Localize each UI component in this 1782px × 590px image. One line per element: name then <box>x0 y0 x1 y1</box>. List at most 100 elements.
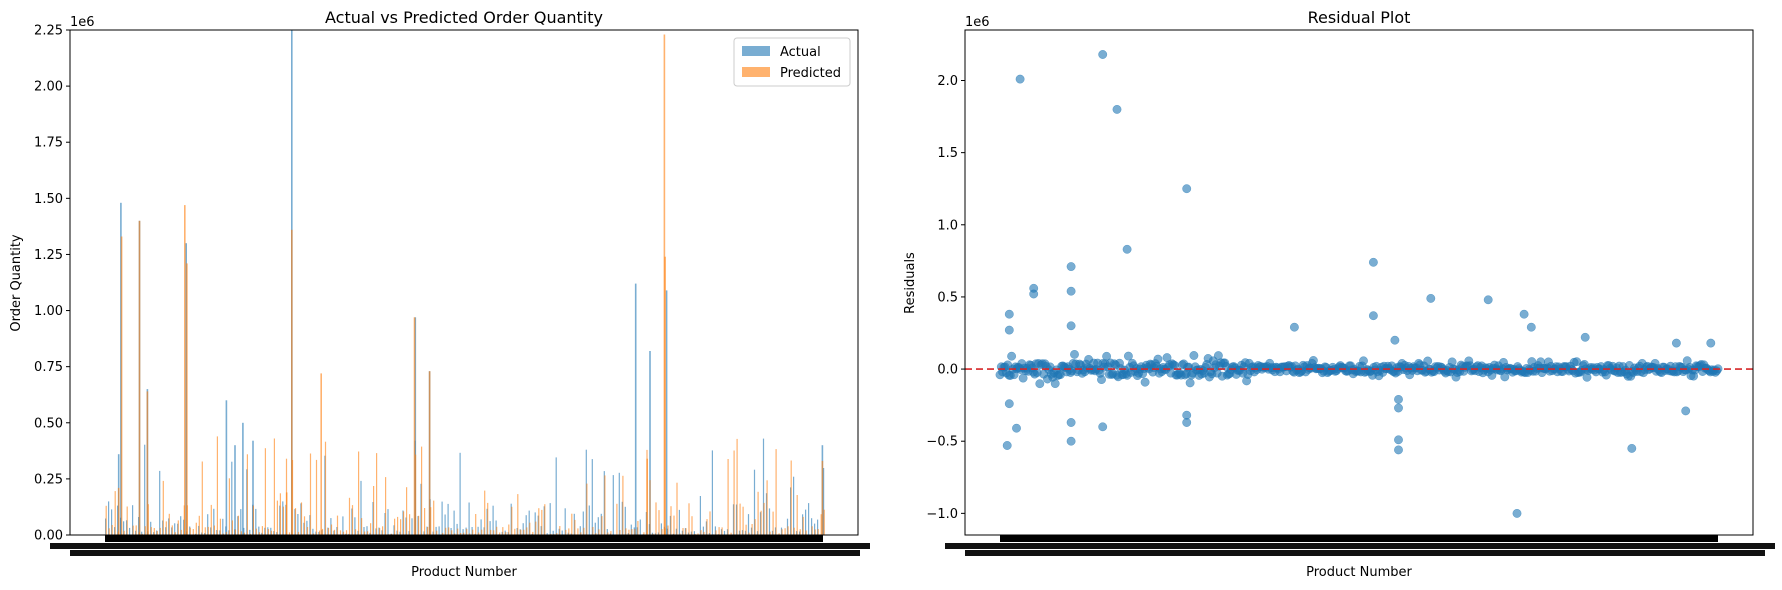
bar-chart-offset-label: 1e6 <box>70 15 95 30</box>
bar <box>516 528 518 535</box>
bar <box>231 461 233 535</box>
bar <box>117 505 119 535</box>
bar <box>478 532 480 535</box>
bar <box>339 530 342 535</box>
bar-peak <box>320 373 322 535</box>
bar <box>459 452 461 535</box>
bar <box>324 441 327 535</box>
bar <box>448 527 450 535</box>
bar-peak <box>186 263 188 535</box>
bar <box>618 472 620 535</box>
bar <box>273 438 275 535</box>
bar-peak <box>646 458 648 535</box>
bar <box>480 519 482 535</box>
bar <box>132 505 134 535</box>
residual-chart-x-ticks <box>945 535 1775 556</box>
bar <box>736 438 738 535</box>
bar <box>360 480 362 535</box>
bar <box>586 483 588 535</box>
bar <box>793 527 795 535</box>
bar <box>555 457 557 535</box>
residual-point-outlier <box>1681 406 1691 416</box>
residual-point <box>1140 377 1150 387</box>
bar <box>354 529 357 535</box>
bar <box>543 506 545 535</box>
bar <box>108 528 110 535</box>
bar <box>249 529 251 535</box>
bar <box>138 517 140 535</box>
bar <box>787 526 789 535</box>
bar-peak <box>664 256 666 535</box>
bar <box>105 505 107 535</box>
legend-label-actual: Actual <box>780 45 821 60</box>
bar <box>361 518 363 535</box>
bar <box>258 532 260 535</box>
bar-peak <box>138 220 141 536</box>
bar <box>472 529 474 535</box>
bar <box>733 450 735 535</box>
residual-point-outlier <box>1394 394 1403 404</box>
bar <box>177 520 179 535</box>
bar <box>219 518 221 535</box>
bar <box>499 532 501 535</box>
bar <box>811 526 813 535</box>
bar <box>514 528 516 535</box>
residual-chart-y-ticks: −1.0 −0.5 0.0 0.5 1.0 1.5 2.0 <box>926 74 965 522</box>
residual-point-outlier <box>1394 403 1403 413</box>
bar <box>442 532 444 535</box>
bar-peak <box>634 283 637 535</box>
bar <box>441 501 443 535</box>
bar <box>757 491 759 535</box>
bar <box>625 528 627 535</box>
legend: Actual Predicted <box>733 37 851 87</box>
bar <box>144 444 146 535</box>
bar <box>693 531 695 535</box>
bar <box>582 511 584 535</box>
legend-swatch-predicted <box>742 67 770 77</box>
y-tick-label: 1.25 <box>34 248 63 263</box>
bar <box>568 528 570 535</box>
x-tick-labels-dense <box>965 550 1765 556</box>
bar <box>168 513 170 535</box>
bar <box>805 530 807 535</box>
bar <box>727 459 729 535</box>
y-tick-label: −1.0 <box>926 507 958 522</box>
bar <box>367 531 369 535</box>
bar <box>207 526 209 535</box>
bar <box>703 531 705 535</box>
bar <box>649 480 651 535</box>
bar <box>711 450 713 535</box>
bar <box>126 506 128 535</box>
bar <box>595 533 597 535</box>
bar <box>580 532 582 535</box>
bar <box>462 529 464 535</box>
bar <box>129 527 131 535</box>
bar <box>604 475 606 535</box>
bar-peak <box>225 400 228 535</box>
bar <box>754 519 756 535</box>
bar <box>336 515 339 535</box>
bar <box>438 526 440 535</box>
bar <box>751 524 753 535</box>
residual-chart-title: Residual Plot <box>1308 8 1411 27</box>
bar <box>799 529 801 535</box>
bar <box>721 527 723 535</box>
residual-point <box>1189 351 1199 360</box>
residual-point-outlier <box>1519 309 1529 319</box>
bar <box>358 451 360 535</box>
bar <box>147 504 149 535</box>
bar <box>141 531 143 535</box>
bar <box>385 477 387 535</box>
bar <box>453 510 455 535</box>
bar <box>333 529 336 535</box>
bar <box>820 514 822 535</box>
bar <box>591 459 593 535</box>
bar <box>447 503 449 535</box>
residual-scatter <box>995 50 1723 518</box>
bar <box>502 527 504 535</box>
bar <box>379 528 381 535</box>
bar <box>345 530 348 535</box>
bar <box>264 448 266 535</box>
x-tick-marks-dense <box>105 535 823 542</box>
bar-chart: 0.00 0.25 0.50 0.75 1.00 1.25 1.50 1.75 2.00 2.25… <box>9 8 870 580</box>
